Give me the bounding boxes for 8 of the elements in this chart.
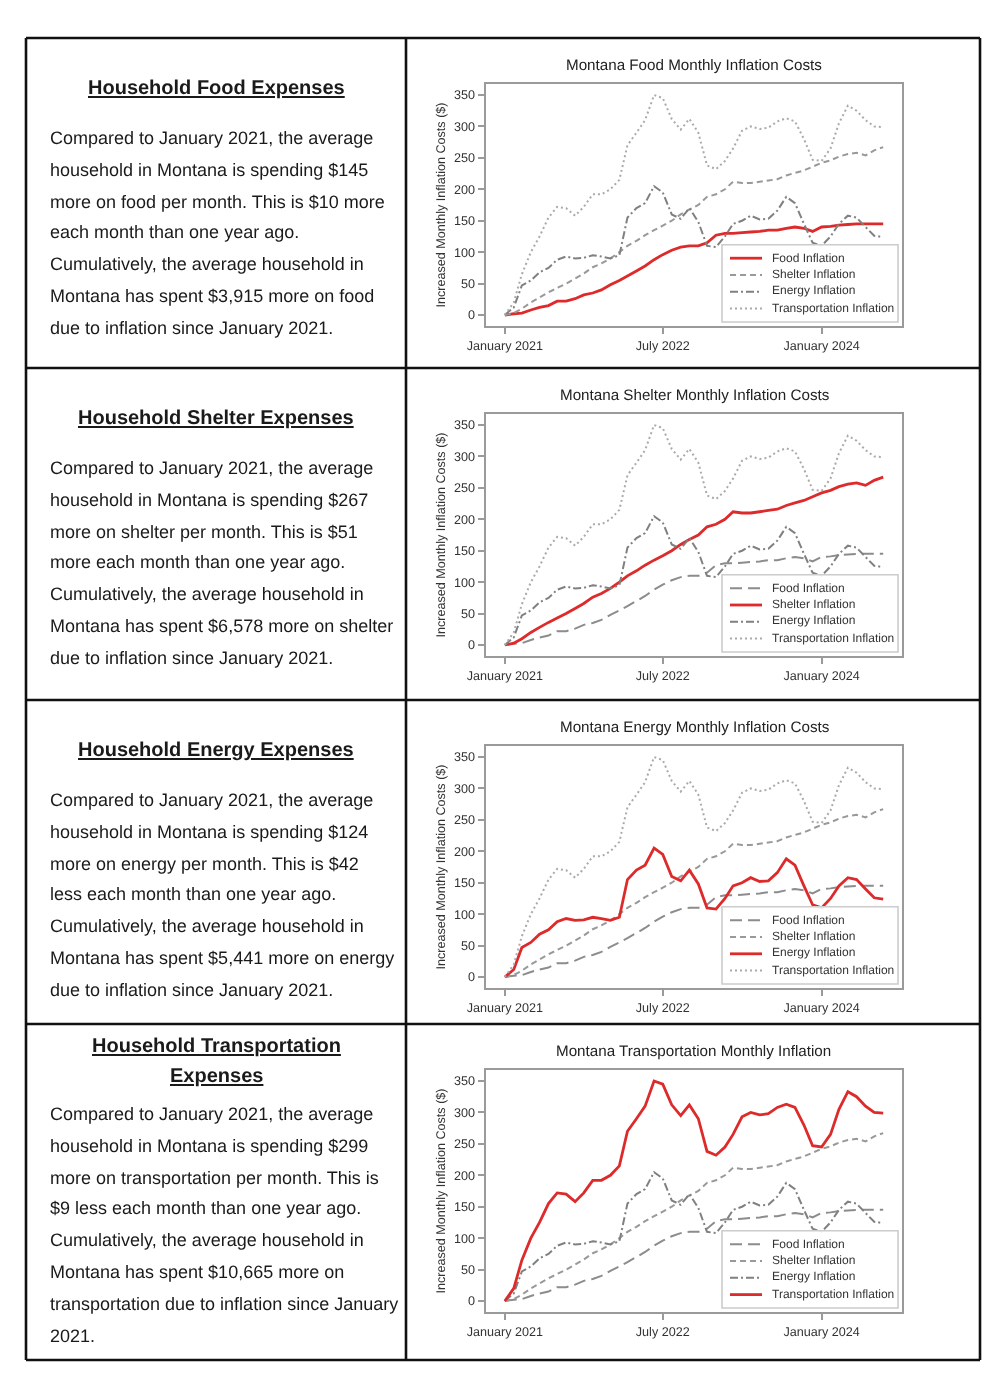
text: Household Shelter Expenses xyxy=(78,408,355,430)
text: Compared to January 2021, the average household in Montana is spending $145 more on food per month. This is $10 more each month than one year ago. Cumulatively, the average household in Montana has spent $3,915 more on food due to inflation since January 2021. xyxy=(50,128,385,338)
text: Compared to January 2021, the average household in Montana is spending $299 more on transportation per month. This is $9 less each month than one year ago. Cumulatively, the average household in Montana has spent $10,665 more on transportation due to inflation since January 2021. xyxy=(50,1104,400,1346)
text: Household Transportation Expenses xyxy=(92,1036,341,1088)
text: Household Energy Expenses xyxy=(78,740,355,762)
text: Household Food Expenses xyxy=(88,78,346,100)
text: Compared to January 2021, the average household in Montana is spending $124 more on energy per month. This is $42 less each month than one year ago. Cumulatively, the average household in Montana has spent $5,441 more on energy due to inflation since January 2021. xyxy=(50,790,396,1000)
text: Compared to January 2021, the average household in Montana is spending $267 more on shelter per month. This is $51 more each month than one year ago. Cumulatively, the average household in Montana has spent $6,578 more on shelter due to inflation since January 2021. xyxy=(50,458,394,668)
